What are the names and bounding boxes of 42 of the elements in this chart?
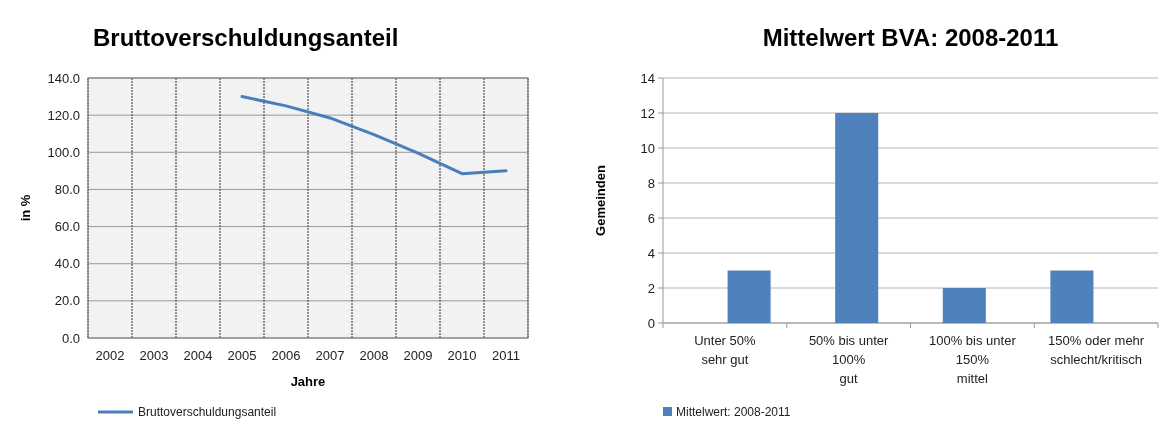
y-tick-label: 14: [640, 70, 655, 86]
bar: [942, 288, 986, 323]
y-tick-label: 0: [647, 315, 655, 331]
y-tick-label: 6: [647, 210, 655, 226]
bar: [835, 113, 879, 323]
y-tick-label: 10: [640, 140, 655, 156]
line-series: [240, 95, 508, 176]
y-tick-label: 8: [647, 175, 655, 191]
y-tick-label: 100.0: [47, 144, 80, 160]
y-tick-label: 120.0: [47, 107, 80, 123]
y-tick-label: 60.0: [54, 219, 80, 235]
chart-title: Bruttoverschuldungsanteil: [93, 24, 399, 51]
x-tick-label: 2008: [359, 348, 389, 363]
x-tick-label: 2007: [315, 348, 345, 363]
x-tick-label: 2006: [271, 348, 301, 363]
x-tick-label: 2003: [139, 348, 169, 363]
y-axis-title: in %: [18, 194, 33, 222]
bar: [1050, 270, 1094, 323]
x-tick-label: 50% bis unter 100% gut: [808, 333, 890, 386]
x-axis-title: Jahre: [290, 374, 326, 389]
x-tick-label: 150% oder mehr schlecht/kritisch: [1048, 333, 1145, 367]
y-axis-title: Gemeinden: [593, 165, 608, 236]
y-tick-label: 20.0: [54, 293, 80, 309]
legend-label: Mittelwert: 2008-2011: [676, 405, 791, 419]
y-tick-label: 4: [647, 245, 655, 261]
y-tick-label: 0.0: [61, 330, 80, 346]
x-tick-label: 2011: [492, 348, 520, 363]
x-tick-label: 2009: [403, 348, 433, 363]
x-tick-label: Unter 50% sehr gut: [694, 333, 757, 367]
chart-title: Mittelwert BVA: 2008-2011: [762, 24, 1059, 51]
legend-label: Bruttoverschuldungsanteil: [138, 405, 277, 419]
y-tick-label: 80.0: [54, 181, 80, 197]
x-tick-label: 100% bis unter 150% mittel: [929, 333, 1017, 386]
x-tick-label: 2002: [95, 348, 125, 363]
x-tick-label: 2010: [447, 348, 477, 363]
y-tick-label: 12: [640, 105, 655, 121]
x-tick-label: 2004: [183, 348, 213, 363]
x-tick-label: 2005: [227, 348, 257, 363]
y-tick-label: 2: [647, 280, 655, 296]
y-tick-label: 40.0: [54, 256, 80, 272]
y-tick-label: 140.0: [47, 70, 80, 86]
bar: [727, 270, 771, 323]
